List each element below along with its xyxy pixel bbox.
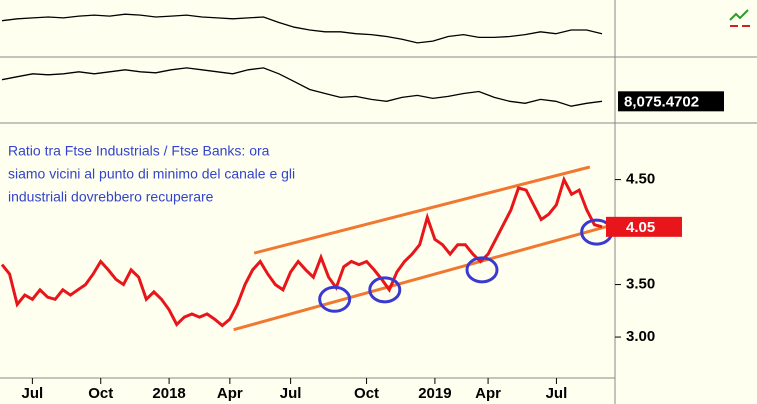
data-line [0, 175, 603, 328]
x-tick-label: Oct [88, 385, 113, 402]
highlight-circle [318, 285, 352, 313]
channel-line [233, 223, 614, 332]
last-value-box [618, 91, 724, 112]
chart-icon [729, 9, 750, 27]
annotation: industriali dovrebbero recuperare [8, 189, 214, 205]
x-tick-label: 2018 [152, 385, 185, 402]
x-tick-label: Oct [354, 385, 379, 402]
data-line [1, 67, 603, 107]
x-tick-label: Apr [475, 385, 501, 402]
last-value-label: 4.05 [626, 219, 655, 236]
highlight-circle [465, 256, 499, 284]
x-tick-label: Jul [546, 385, 568, 402]
x-tick-label: Jul [280, 385, 302, 402]
x-tick-label: Apr [217, 385, 243, 402]
y-tick-label: 3.50 [626, 276, 655, 293]
data-line [1, 13, 603, 44]
y-tick-label: 4.50 [626, 171, 655, 188]
annotation: Ratio tra Ftse Industrials / Ftse Banks:… [8, 143, 270, 159]
highlight-circle [368, 276, 402, 304]
x-tick-label: 2019 [418, 385, 451, 402]
y-tick-label: 3.00 [626, 328, 655, 345]
last-value-box [606, 216, 682, 237]
annotation: siamo vicini al punto di minimo del cana… [8, 166, 295, 182]
last-value-label: 8,075.4702 [624, 93, 699, 110]
channel-line [253, 165, 591, 255]
x-tick-label: Jul [22, 385, 44, 402]
